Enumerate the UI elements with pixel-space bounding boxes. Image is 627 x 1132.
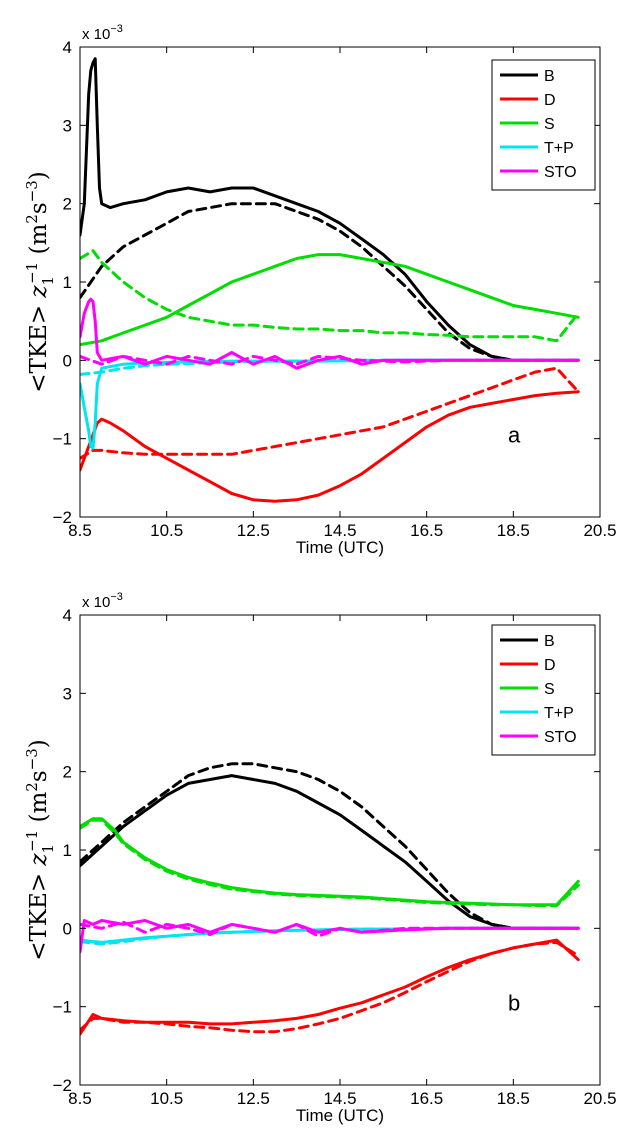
y-axis-label: <TKE> z1−1 (m2s−3) <box>23 171 57 393</box>
y-label-part: (m <box>26 792 52 830</box>
x-tick-label: 20.5 <box>583 521 616 540</box>
chart-panel-b: 8.5 10.5 12.5 14.5 16.5 18.5 20.5 −2 −1 0 1 2 3 4 x 10… <box>23 591 617 1125</box>
y-tick-label: 4 <box>63 38 72 57</box>
y-label-part: s <box>26 202 52 214</box>
y-tick-label: 3 <box>63 116 72 135</box>
y-exponent-power: −3 <box>110 591 123 603</box>
y-axis-label: <TKE> z1−1 (m2s−3) <box>23 739 57 961</box>
series-line-b-dashed <box>80 202 580 362</box>
y-label-part: 1 <box>39 844 57 854</box>
y-label-part: 2 <box>23 214 41 224</box>
legend-label: T+P <box>544 705 574 722</box>
x-tick-label: 16.5 <box>410 1089 443 1108</box>
legend-label: B <box>544 633 555 650</box>
y-tick-label: 1 <box>63 841 72 860</box>
panel-letter: a <box>508 423 521 448</box>
y-exponent-label: x 10−3 <box>82 591 123 611</box>
x-tick-label: 20.5 <box>583 1089 616 1108</box>
series-line-d-solid <box>80 390 580 503</box>
series-line-sto-dashed <box>80 354 580 366</box>
x-tick-label: 8.5 <box>68 521 92 540</box>
y-label-part: <TKE> <box>26 298 52 393</box>
legend-label: S <box>544 681 555 698</box>
x-tick-label: 12.5 <box>237 521 270 540</box>
x-tick-label: 14.5 <box>323 1089 356 1108</box>
series-line-s-solid <box>80 253 580 347</box>
series-line-d-dashed <box>80 366 580 460</box>
y-label-part: −3 <box>23 180 41 202</box>
y-tick-label: −1 <box>53 430 72 449</box>
legend-label: STO <box>544 729 577 746</box>
y-label-part: −1 <box>23 830 41 852</box>
y-tick-label: −2 <box>53 508 72 527</box>
x-tick-label: 8.5 <box>68 1089 92 1108</box>
x-axis-label: Time (UTC) <box>296 538 384 557</box>
legend-label: D <box>544 657 556 674</box>
y-tick-label: 2 <box>63 195 72 214</box>
y-tick-label: −1 <box>53 998 72 1017</box>
series-line-s-solid <box>80 817 580 907</box>
y-exponent-power: −3 <box>110 23 123 35</box>
series-group <box>80 57 580 503</box>
legend-box <box>491 624 596 756</box>
legend: BDS T+P STO <box>491 624 596 756</box>
y-exponent-label: x 10−3 <box>82 23 123 43</box>
legend: BDS T+P STO <box>491 59 596 191</box>
y-label-part: 1 <box>39 276 57 286</box>
x-tick-label: 10.5 <box>150 1089 183 1108</box>
series-line-d-dashed <box>80 940 580 1034</box>
x-tick-label: 10.5 <box>150 521 183 540</box>
legend-label: S <box>544 116 555 133</box>
y-tick-label: 3 <box>63 684 72 703</box>
x-tick-label: 18.5 <box>497 521 530 540</box>
y-label-part: ) <box>26 739 52 748</box>
series-group <box>80 762 580 1036</box>
legend-label: STO <box>544 164 577 181</box>
panel-letter: b <box>508 991 520 1016</box>
chart-panel-a: 8.5 10.5 12.5 14.5 16.5 18.5 20.5 −2 −1 0 1 2 3 4 x 10… <box>23 23 617 557</box>
x-tick-label: 14.5 <box>323 521 356 540</box>
x-tick-label: 18.5 <box>497 1089 530 1108</box>
x-tick-label: 16.5 <box>410 521 443 540</box>
y-tick-label: 0 <box>63 919 72 938</box>
legend-label: B <box>544 68 555 85</box>
series-line-sto-dashed <box>80 920 580 938</box>
y-tick-label: 0 <box>63 351 72 370</box>
legend-label: T+P <box>544 140 574 157</box>
x-axis-label: Time (UTC) <box>296 1106 384 1125</box>
series-line-b-dashed <box>80 762 580 930</box>
y-label-part: ) <box>26 171 52 180</box>
y-label-part: −1 <box>23 262 41 284</box>
series-line-s-dashed <box>80 249 580 343</box>
y-label-part: s <box>26 770 52 782</box>
y-tick-label: −2 <box>53 1076 72 1095</box>
y-label-part: <TKE> <box>26 866 52 961</box>
y-label-part: z <box>26 853 52 867</box>
y-label-part: (m <box>26 224 52 262</box>
y-tick-label: 2 <box>63 763 72 782</box>
series-line-tp-solid <box>80 358 580 450</box>
legend-label: D <box>544 92 556 109</box>
y-label-part: −3 <box>23 748 41 770</box>
legend-box <box>491 59 596 191</box>
series-line-b-solid <box>80 57 580 362</box>
series-line-s-dashed <box>80 818 580 908</box>
y-tick-label: 4 <box>63 606 72 625</box>
y-tick-label: 1 <box>63 273 72 292</box>
y-label-part: 2 <box>23 782 41 792</box>
x-tick-label: 12.5 <box>237 1089 270 1108</box>
y-label-part: z <box>26 285 52 299</box>
